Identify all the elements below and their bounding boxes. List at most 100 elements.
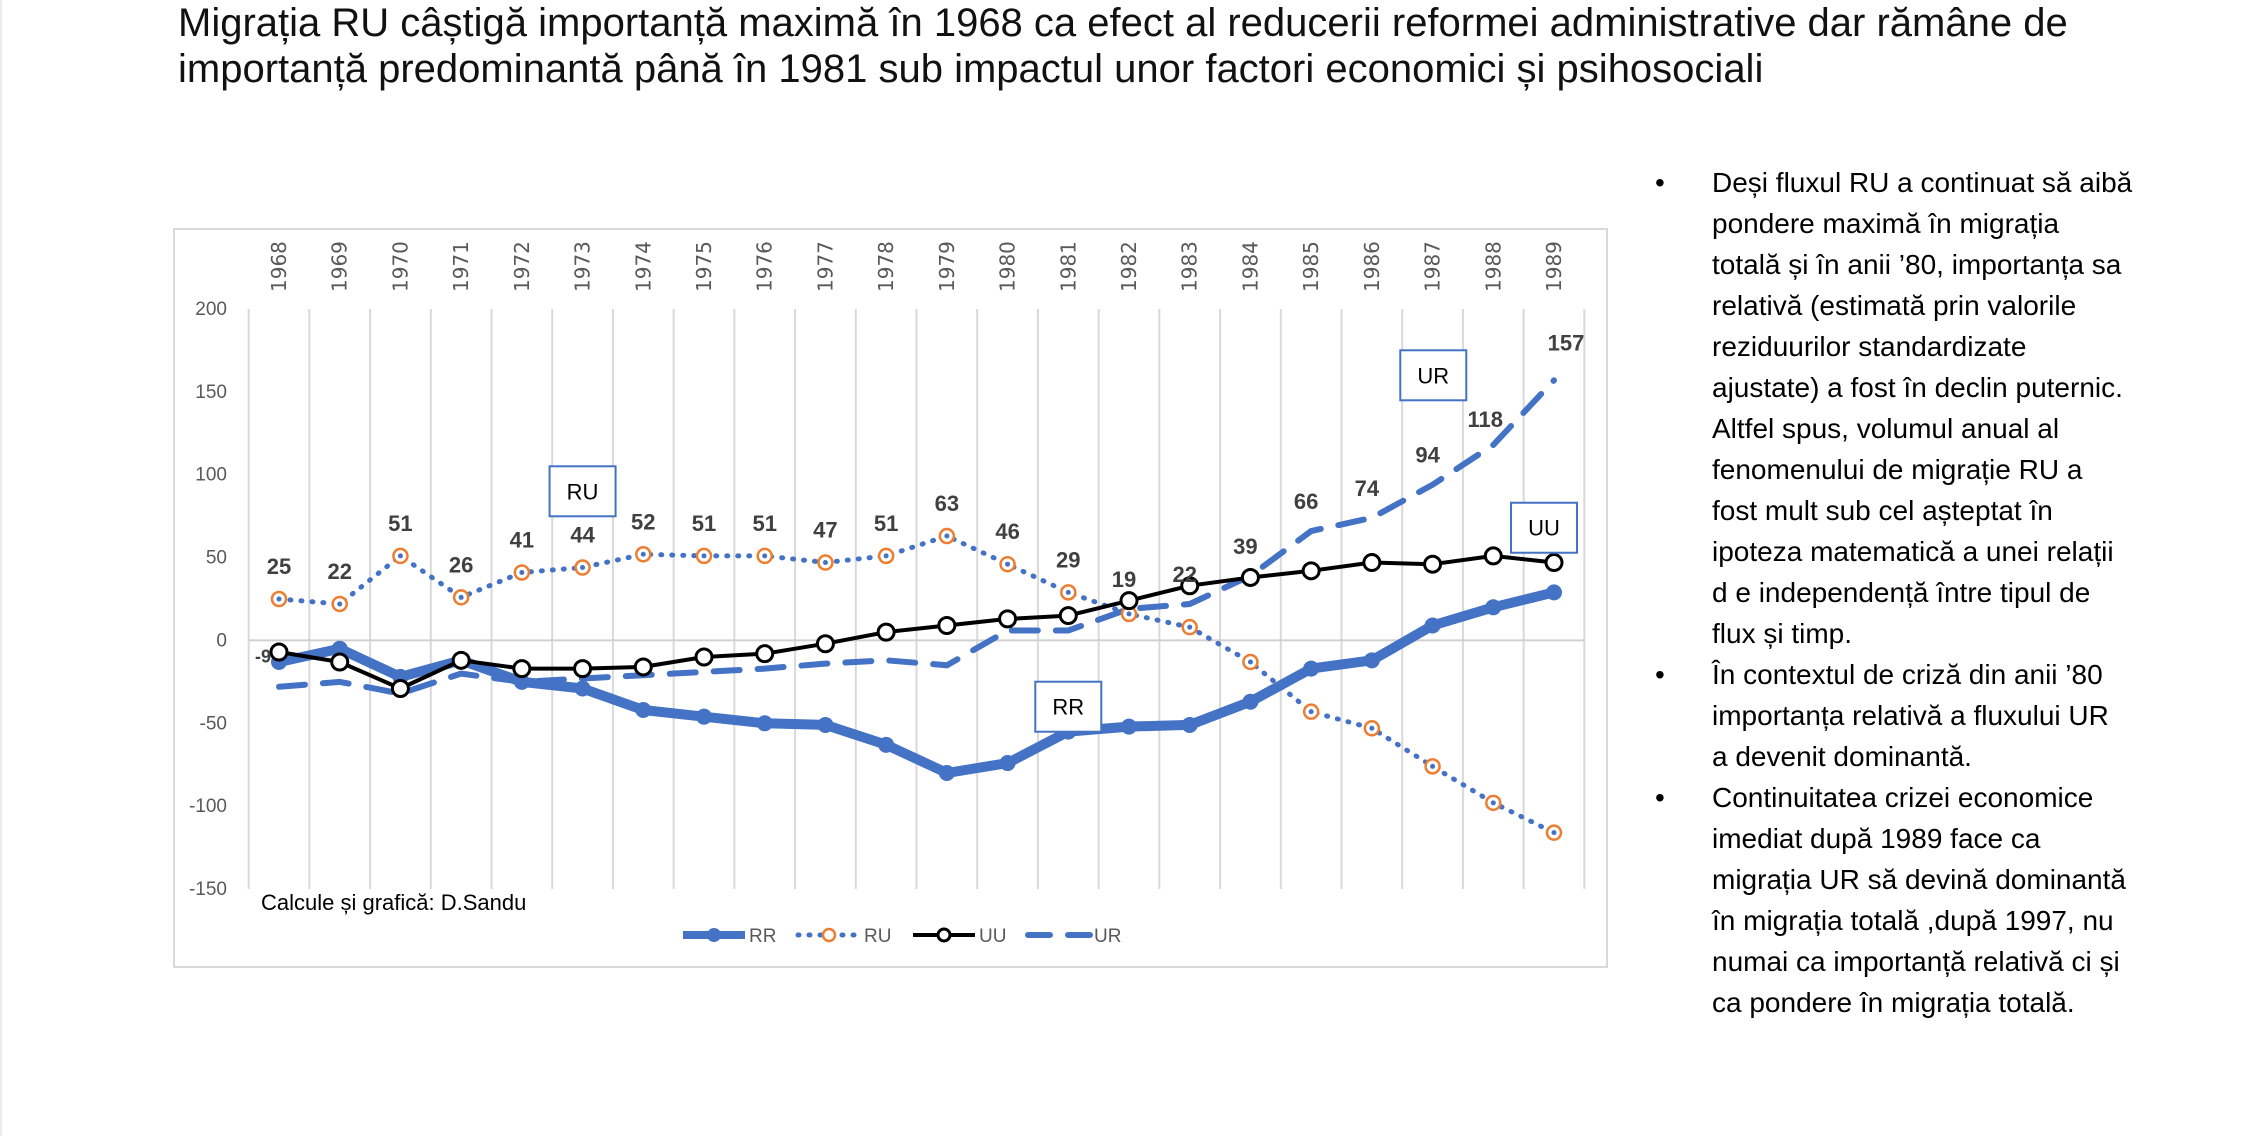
series-RU-point-center — [276, 596, 282, 602]
series-UU-point — [1423, 554, 1443, 574]
x-tick-label: 1987 — [1421, 241, 1445, 292]
y-tick-label: 200 — [195, 299, 227, 320]
x-tick-label: 1978 — [874, 241, 898, 292]
y-tick-label: 0 — [216, 630, 227, 651]
bullet-line: totală și în anii ’80, importanța sa — [1712, 249, 2122, 280]
bullet-item: • Deși fluxul RU a continuat să aibă ponde… — [1655, 162, 2255, 654]
notes-list: • Deși fluxul RU a continuat să aibă ponde… — [1655, 162, 2255, 1023]
y-tick-label: -150 — [189, 879, 227, 900]
data-label-RU: 41 — [510, 527, 534, 552]
bullet-line: ca pondere în migrația totală. — [1712, 987, 2075, 1018]
series-UU-point — [815, 634, 835, 654]
series-RU-point-center — [1005, 561, 1011, 567]
bullet-line: ajustate) a fost în declin puternic. — [1712, 372, 2123, 403]
legend-marker-UU — [936, 927, 952, 943]
bullet-line: d e independență între tipul de — [1712, 577, 2091, 608]
bullet-line: În contextul de criză din anii ’80 — [1712, 659, 2103, 690]
series-RR-point — [1363, 652, 1380, 669]
series-RR-point — [635, 702, 652, 719]
slide-left-edge — [0, 0, 2, 1136]
series-UU-point — [1483, 546, 1503, 566]
series-UU-point — [451, 650, 471, 670]
title-line-2: importanță predominantă până în 1981 sub… — [178, 47, 1764, 91]
y-tick-label: -100 — [189, 796, 227, 817]
data-label-RU: 52 — [631, 509, 655, 534]
data-label-RU: 63 — [935, 491, 959, 516]
series-RR-point — [1121, 718, 1137, 735]
data-label-UR: 19 — [1112, 567, 1136, 592]
legend-marker-RU — [821, 927, 837, 943]
series-RU-point-center — [762, 553, 768, 559]
data-label-UR: 39 — [1233, 534, 1257, 559]
data-label-RU: 26 — [449, 552, 473, 577]
series-RR-point — [1303, 660, 1320, 677]
data-label-RU: 51 — [752, 511, 776, 536]
series-RU-point-center — [1551, 830, 1557, 836]
series-RU-point-center — [1490, 800, 1496, 806]
series-RR-point — [999, 755, 1016, 772]
annotation-label-UU: UU — [1528, 516, 1560, 541]
x-tick-label: 1979 — [935, 241, 959, 292]
series-RR-point — [696, 708, 712, 725]
x-tick-label: 1973 — [571, 241, 595, 292]
annotation-label-UR: UR — [1417, 363, 1449, 388]
line-chart: 200 150 100 50 0 -50 -100 -150 1968 1969 1970 1971 1… — [189, 241, 1586, 947]
x-tick-label: 1989 — [1542, 241, 1566, 292]
x-tick-label: 1971 — [449, 241, 473, 292]
x-tick-label: 1970 — [388, 241, 412, 292]
series-RU-point-center — [1065, 589, 1071, 595]
series-RR-point — [331, 640, 348, 657]
bullet-line: reziduurilor standardizate — [1712, 331, 2027, 362]
x-tick-label: 1972 — [510, 241, 534, 292]
bullet-line: Deși fluxul RU a continuat să aibă — [1712, 167, 2133, 198]
series-RR-line — [277, 587, 1556, 778]
series-RU-point-center — [1187, 624, 1193, 630]
annotation-box-RU — [548, 465, 617, 518]
data-label-RU: 51 — [692, 511, 716, 536]
legend-label-UR: UR — [1094, 926, 1121, 947]
y-tick-label: -50 — [200, 713, 227, 734]
data-label-UR: 66 — [1294, 489, 1318, 514]
x-tick-label: 1980 — [996, 241, 1020, 292]
bullet-line: relativă (estimată prin valorile — [1712, 290, 2077, 321]
series-RU-line — [276, 533, 1557, 836]
series-UU-point — [512, 659, 532, 679]
bullet-marker: • — [1655, 659, 1665, 690]
data-label-RU: 25 — [267, 554, 291, 579]
y-tick-label: 50 — [206, 548, 227, 569]
series-UU-point — [1058, 606, 1078, 626]
x-tick-label: 1984 — [1238, 241, 1262, 292]
series-RR-point — [938, 765, 955, 781]
data-label-UR: 157 — [1548, 330, 1585, 355]
annotation-box-UU — [1510, 501, 1578, 554]
chart-credit: Calcule și grafică: D.Sandu — [261, 890, 526, 915]
title-line-1: Migrația RU câștigă importanță maximă în… — [178, 1, 2068, 45]
bullet-line: ipoteza matematică a unei relații — [1712, 536, 2114, 567]
annotation-label-RU: RU — [567, 479, 599, 504]
series-RU-point-center — [640, 551, 646, 557]
bullet-line: importanța relativă a fluxului UR — [1712, 700, 2109, 731]
data-label-RU: 29 — [1056, 547, 1080, 572]
series-RU-point-center — [1308, 709, 1314, 715]
data-label-UR: 118 — [1468, 407, 1504, 432]
series-UU-point — [1362, 553, 1382, 573]
data-label-UR: 94 — [1415, 443, 1440, 468]
bullet-marker: • — [1655, 167, 1665, 198]
series-UU-point — [937, 616, 957, 636]
data-label-RU: 51 — [874, 511, 898, 536]
series-UU-point — [390, 678, 410, 698]
x-tick-label: 1982 — [1117, 241, 1141, 292]
bullet-marker: • — [1655, 782, 1665, 813]
series-RU-point-center — [701, 553, 707, 559]
series-RR-point — [1424, 617, 1441, 634]
series-UR-line — [276, 377, 1557, 697]
data-label-RU: 46 — [995, 519, 1019, 544]
series-RU-point-center — [1126, 611, 1132, 617]
series-UU-point — [876, 622, 896, 642]
bullet-line: flux și timp. — [1712, 618, 1853, 649]
x-tick-label: 1976 — [753, 241, 777, 292]
series-UU-point — [998, 609, 1018, 629]
bullet-line: imediat după 1989 face ca — [1712, 823, 2041, 854]
data-label-RU: 22 — [327, 559, 351, 584]
bullet-line: Altfel spus, volumul anual al — [1712, 413, 2060, 444]
